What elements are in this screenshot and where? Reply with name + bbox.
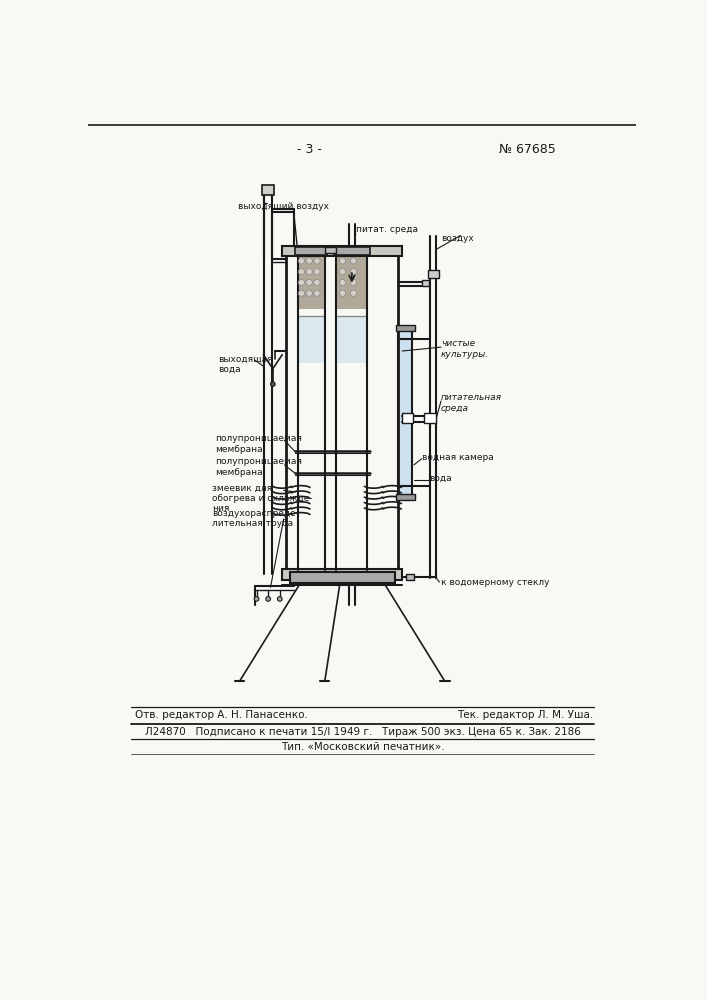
Circle shape [351, 279, 356, 286]
Text: водная камера: водная камера [421, 453, 493, 462]
Circle shape [306, 258, 312, 264]
Text: Отв. редактор А. Н. Панасенко.: Отв. редактор А. Н. Панасенко. [135, 710, 308, 720]
Bar [298, 255, 325, 309]
Bar [282, 569, 402, 580]
Text: - 3 -: - 3 - [297, 143, 322, 156]
Circle shape [339, 290, 346, 296]
Bar [399, 329, 411, 497]
Circle shape [298, 279, 305, 286]
Circle shape [306, 269, 312, 275]
Circle shape [351, 290, 356, 296]
Circle shape [314, 290, 320, 296]
Text: вода: вода [429, 474, 452, 483]
Text: № 67685: № 67685 [499, 143, 556, 156]
Circle shape [255, 597, 259, 601]
Circle shape [271, 382, 275, 386]
Circle shape [298, 290, 305, 296]
Circle shape [306, 279, 312, 286]
Text: Тип. «Московский печатник».: Тип. «Московский печатник». [281, 742, 445, 752]
Bar [282, 246, 402, 256]
Text: Л24870   Подписано к печати 15/I 1949 г.   Тираж 500 экз. Цена 65 к. Зак. 2186: Л24870 Подписано к печати 15/I 1949 г. Т… [145, 727, 580, 737]
Text: питательная
среда: питательная среда [441, 393, 502, 413]
Text: к водомерному стеклу: к водомерному стеклу [441, 578, 549, 587]
Text: выходящая
вода: выходящая вода [218, 355, 273, 374]
Bar [428, 270, 438, 278]
Text: полупроницаемая
мембрана: полупроницаемая мембрана [215, 434, 302, 454]
Text: воздухораспреде-
лительная труба: воздухораспреде- лительная труба [212, 509, 299, 528]
Bar [334, 247, 370, 255]
Bar [424, 413, 436, 423]
Text: выходящий воздух: выходящий воздух [238, 202, 329, 211]
Circle shape [306, 290, 312, 296]
Circle shape [298, 269, 305, 275]
Text: полупроницаемая
мембрана: полупроницаемая мембрана [215, 457, 302, 477]
Bar [290, 572, 395, 583]
Circle shape [339, 258, 346, 264]
Circle shape [314, 269, 320, 275]
Text: змеевик для
обогрева и охлажде-
ния: змеевик для обогрева и охлажде- ния [212, 483, 313, 513]
Text: Тек. редактор Л. М. Уша.: Тек. редактор Л. М. Уша. [457, 710, 594, 720]
Bar [337, 316, 368, 363]
Bar [421, 280, 429, 286]
Bar [402, 413, 413, 423]
Text: чистые
культуры.: чистые культуры. [441, 339, 489, 359]
Bar [262, 185, 274, 195]
Circle shape [298, 258, 305, 264]
Circle shape [339, 279, 346, 286]
Circle shape [314, 279, 320, 286]
Bar [325, 247, 337, 253]
Text: питат. среда: питат. среда [356, 225, 418, 234]
Circle shape [266, 597, 271, 601]
Bar [337, 255, 368, 309]
Bar [298, 316, 325, 363]
Bar [296, 247, 327, 255]
Text: воздух: воздух [441, 234, 474, 243]
Circle shape [314, 258, 320, 264]
Circle shape [351, 258, 356, 264]
Circle shape [351, 269, 356, 275]
Bar [396, 325, 414, 331]
Circle shape [277, 597, 282, 601]
Bar [396, 494, 414, 500]
Bar [406, 574, 414, 580]
Circle shape [339, 269, 346, 275]
